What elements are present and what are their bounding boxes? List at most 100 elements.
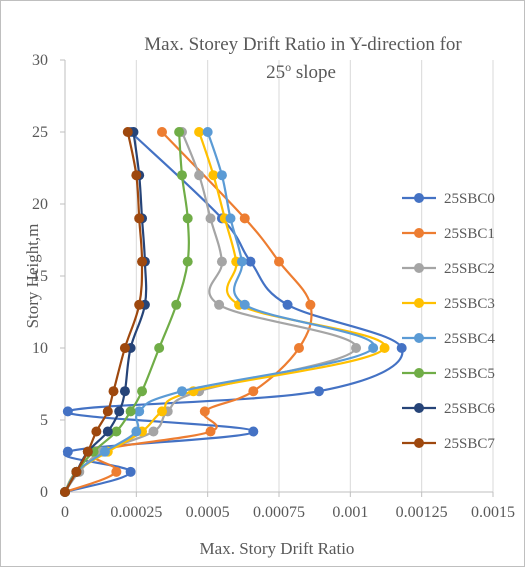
data-point — [368, 343, 379, 353]
title-angle: 25 — [266, 62, 285, 83]
series-25SBC4 — [60, 127, 379, 497]
legend-label: 25SBC0 — [444, 191, 495, 207]
x-axis-title: Max. Story Drift Ratio — [200, 539, 355, 558]
title-suffix: slope — [291, 62, 336, 83]
axes — [60, 59, 494, 497]
legend-entry: 25SBC6 — [402, 401, 495, 417]
legend-marker — [414, 228, 424, 238]
data-point — [199, 406, 210, 417]
data-point — [245, 256, 256, 267]
data-point — [208, 170, 219, 181]
x-tick-label: 0 — [61, 504, 69, 521]
legend-marker — [414, 298, 424, 308]
data-point — [176, 386, 187, 397]
data-point — [62, 406, 73, 417]
data-point — [305, 299, 316, 310]
data-point — [111, 466, 122, 477]
data-point — [102, 406, 113, 417]
data-point — [239, 213, 250, 224]
data-point — [248, 386, 259, 397]
legend-entry: 25SBC1 — [402, 226, 495, 242]
legend-label: 25SBC1 — [444, 226, 495, 242]
data-point — [216, 170, 227, 181]
data-point — [82, 446, 93, 457]
y-tick-label: 15 — [32, 268, 48, 285]
series-25SBC3 — [60, 127, 390, 497]
data-point — [205, 426, 216, 437]
data-point — [108, 386, 119, 397]
legend-marker — [414, 368, 424, 378]
data-point — [157, 406, 168, 417]
data-point — [379, 343, 390, 353]
legend-entry: 25SBC3 — [402, 296, 495, 312]
data-point — [216, 256, 227, 267]
data-point — [194, 127, 205, 137]
data-point — [131, 170, 142, 181]
data-point — [182, 213, 193, 224]
chart-title-line1: Max. Storey Drift Ratio in Y-direction f… — [144, 34, 462, 55]
legend-entry: 25SBC5 — [402, 366, 495, 382]
data-point — [99, 446, 110, 457]
legend-label: 25SBC6 — [444, 401, 495, 417]
legend-marker — [414, 263, 424, 273]
x-tick-label: 0.001 — [332, 504, 368, 521]
series-25SBC7 — [60, 127, 148, 497]
x-tick-label: 0.00025 — [110, 504, 162, 521]
data-point — [119, 343, 130, 353]
chart-title-line2: 25o slope — [266, 60, 336, 83]
data-point — [114, 406, 125, 417]
data-point — [293, 343, 304, 353]
y-tick-label: 30 — [32, 52, 48, 69]
legend-entry: 25SBC4 — [402, 331, 495, 347]
data-point — [248, 426, 259, 437]
series-lines — [60, 127, 407, 497]
data-point — [236, 256, 247, 267]
x-tick-label: 0.0015 — [471, 504, 515, 521]
legend-label: 25SBC3 — [444, 296, 495, 312]
legend-label: 25SBC7 — [444, 436, 495, 452]
data-point — [225, 213, 236, 224]
legend-marker — [414, 403, 424, 413]
data-point — [60, 487, 70, 497]
y-tick-label: 25 — [32, 124, 48, 141]
data-point — [274, 256, 284, 267]
data-point — [351, 343, 362, 353]
title-degree-symbol: o — [285, 60, 291, 74]
data-point — [202, 127, 213, 137]
data-point — [313, 386, 324, 397]
x-tick-label: 0.0005 — [186, 504, 230, 521]
data-point — [134, 406, 145, 417]
legend-label: 25SBC2 — [444, 261, 495, 277]
y-tick-label: 20 — [32, 196, 48, 213]
legend-entry: 25SBC0 — [402, 191, 495, 207]
x-tick-label: 0.00125 — [396, 504, 448, 521]
data-point — [176, 170, 187, 181]
data-point — [62, 446, 73, 457]
data-point — [119, 386, 130, 397]
legend-marker — [414, 193, 424, 203]
data-point — [182, 256, 193, 267]
data-point — [111, 426, 122, 437]
x-tick-label: 0.00075 — [253, 504, 305, 521]
data-point — [396, 343, 407, 353]
data-point — [174, 127, 185, 137]
data-point — [137, 386, 148, 397]
data-point — [134, 213, 145, 224]
legend-entry: 25SBC2 — [402, 261, 495, 277]
data-point — [194, 170, 205, 181]
data-point — [131, 426, 142, 437]
data-point — [102, 426, 113, 437]
data-point — [282, 299, 293, 310]
legend-label: 25SBC4 — [444, 331, 495, 347]
y-tick-label: 0 — [40, 484, 48, 501]
legend: 25SBC0 25SBC1 25SBC2 25SBC3 25SBC4 25SBC5 25SB… — [402, 191, 495, 452]
data-point — [205, 213, 216, 224]
legend-marker — [414, 333, 424, 343]
data-point — [157, 127, 168, 137]
y-tick-label: 5 — [40, 412, 48, 429]
data-point — [148, 426, 159, 437]
data-point — [154, 343, 165, 353]
data-point — [214, 299, 225, 310]
data-point — [125, 466, 136, 477]
